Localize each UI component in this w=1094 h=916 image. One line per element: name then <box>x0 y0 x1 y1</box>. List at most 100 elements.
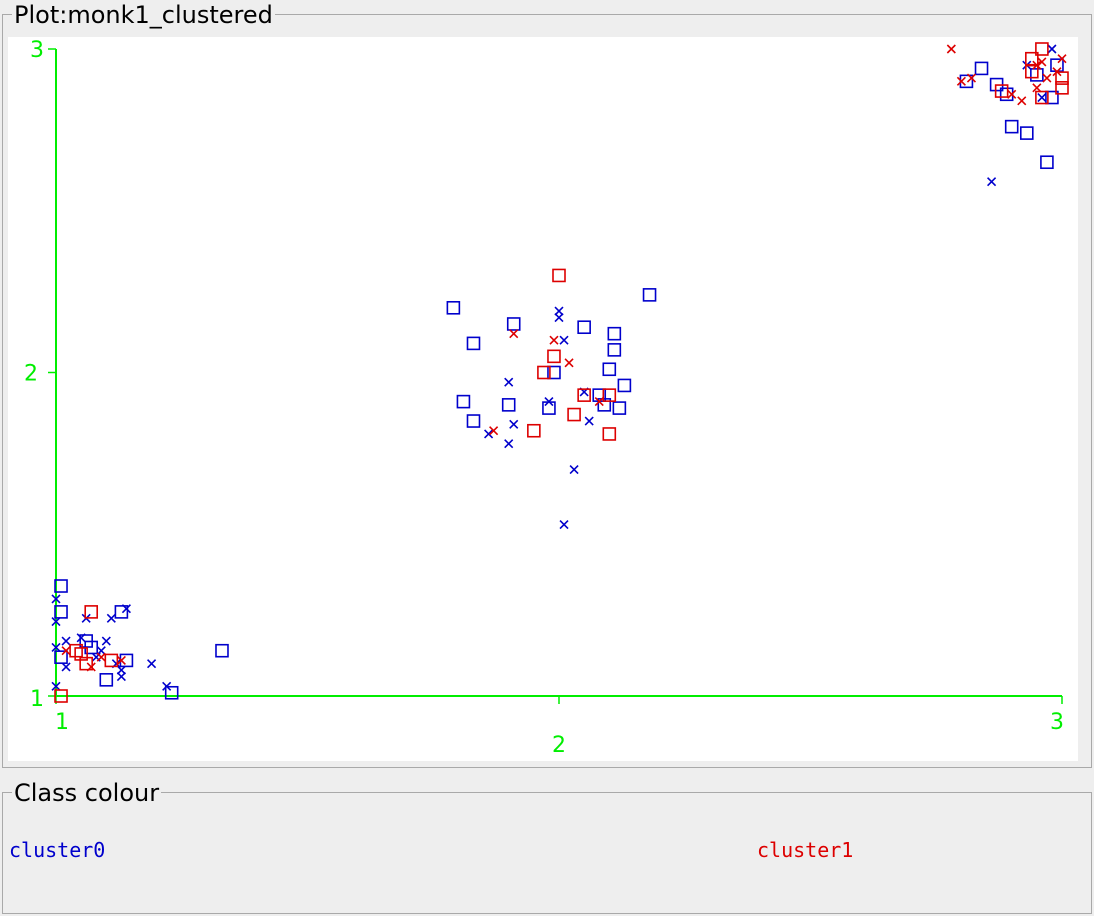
point-cluster0 <box>54 605 68 619</box>
point-cluster0 <box>597 398 612 412</box>
point-cluster0 <box>116 672 126 682</box>
point-cluster1 <box>577 388 591 402</box>
point-cluster0 <box>987 177 997 187</box>
point-cluster0 <box>607 326 622 341</box>
point-cluster0 <box>1040 155 1054 170</box>
point-cluster0 <box>559 335 569 345</box>
point-cluster0 <box>116 665 126 675</box>
point-cluster0 <box>51 681 61 691</box>
point-cluster0 <box>446 300 461 315</box>
point-cluster1 <box>1025 51 1039 66</box>
point-cluster0 <box>484 429 494 439</box>
point-cluster1 <box>956 76 966 86</box>
axes: 1 2 3 1 2 3 <box>24 38 1064 758</box>
point-cluster0 <box>215 643 229 658</box>
point-cluster1 <box>96 652 106 662</box>
y-tick-label: 3 <box>30 38 44 63</box>
point-cluster1 <box>84 605 99 619</box>
point-cluster1 <box>549 335 559 345</box>
point-cluster1 <box>567 407 581 422</box>
point-cluster0 <box>577 320 591 335</box>
point-cluster0 <box>456 394 471 409</box>
point-cluster0 <box>542 401 556 415</box>
point-cluster1 <box>509 329 519 339</box>
point-cluster0 <box>547 365 561 380</box>
point-cluster0 <box>1045 90 1059 105</box>
point-cluster1 <box>1052 67 1062 77</box>
point-cluster0 <box>1004 119 1019 134</box>
point-cluster0 <box>554 312 564 323</box>
point-cluster1 <box>547 349 561 364</box>
point-cluster1 <box>1025 64 1039 79</box>
point-cluster1 <box>116 655 126 665</box>
point-cluster0 <box>106 613 116 623</box>
point-cluster1 <box>552 268 566 283</box>
point-cluster0 <box>506 317 521 331</box>
point-cluster0 <box>544 397 554 407</box>
point-cluster0 <box>501 398 516 412</box>
scatter-plot[interactable]: 1 2 3 1 2 3 <box>8 37 1078 761</box>
point-cluster0 <box>612 401 627 415</box>
point-cluster1 <box>1017 96 1027 106</box>
point-cluster0 <box>642 288 657 302</box>
point-cluster1 <box>602 427 617 441</box>
class-label-cluster1[interactable]: cluster1 <box>757 838 854 862</box>
point-cluster0 <box>584 416 594 426</box>
point-cluster0 <box>554 306 564 316</box>
point-cluster1 <box>1057 54 1067 64</box>
point-cluster1 <box>1042 73 1052 83</box>
point-cluster0 <box>114 605 129 619</box>
y-tick-label: 2 <box>24 362 38 387</box>
plot-panel <box>2 14 1092 768</box>
point-cluster0 <box>51 642 61 653</box>
point-cluster1 <box>946 44 956 54</box>
point-cluster1 <box>1032 83 1042 93</box>
point-cluster0 <box>147 659 157 669</box>
point-cluster0 <box>99 673 114 687</box>
point-cluster0 <box>164 685 179 700</box>
point-cluster1 <box>104 653 119 668</box>
point-cluster0 <box>466 414 481 428</box>
point-cluster1 <box>1035 90 1049 105</box>
class-label-cluster0[interactable]: cluster0 <box>9 838 106 862</box>
point-cluster0 <box>54 650 68 664</box>
point-cluster1 <box>1007 89 1017 99</box>
point-cluster0 <box>51 594 61 604</box>
point-cluster1 <box>1055 71 1069 85</box>
point-cluster1 <box>74 647 88 661</box>
point-cluster0 <box>1030 68 1044 82</box>
point-cluster0 <box>569 464 579 475</box>
point-cluster0 <box>61 662 71 672</box>
point-cluster0 <box>101 636 111 646</box>
point-cluster0 <box>1047 44 1057 54</box>
point-cluster0 <box>617 378 632 393</box>
x-tick-label: 3 <box>1050 710 1064 735</box>
point-cluster1 <box>54 689 68 703</box>
point-cluster0 <box>121 604 131 614</box>
point-cluster1 <box>527 423 541 438</box>
x-tick-label: 2 <box>552 733 566 758</box>
point-cluster0 <box>51 617 61 627</box>
point-cluster0 <box>1050 58 1064 72</box>
point-cluster1 <box>1037 57 1047 67</box>
class-colour-panel <box>2 792 1092 914</box>
point-cluster0 <box>1037 92 1047 103</box>
point-cluster0 <box>61 636 71 646</box>
plot-title: Plot:monk1_clustered <box>12 1 275 29</box>
data-points <box>51 42 1069 703</box>
point-cluster1 <box>966 73 977 83</box>
point-cluster1 <box>602 388 617 402</box>
point-cluster1 <box>79 656 93 671</box>
point-cluster0 <box>54 579 68 593</box>
point-cluster1 <box>1035 42 1049 56</box>
plot-canvas[interactable]: 1 2 3 1 2 3 <box>8 37 1078 761</box>
point-cluster0 <box>1019 126 1034 140</box>
point-cluster1 <box>564 358 574 368</box>
point-cluster1 <box>1055 81 1069 95</box>
point-cluster0 <box>509 419 519 429</box>
x-tick-label: 1 <box>55 710 69 735</box>
point-cluster1 <box>594 397 604 407</box>
class-colour-title: Class colour <box>12 779 162 807</box>
point-cluster0 <box>602 362 617 377</box>
point-cluster1 <box>537 365 551 380</box>
